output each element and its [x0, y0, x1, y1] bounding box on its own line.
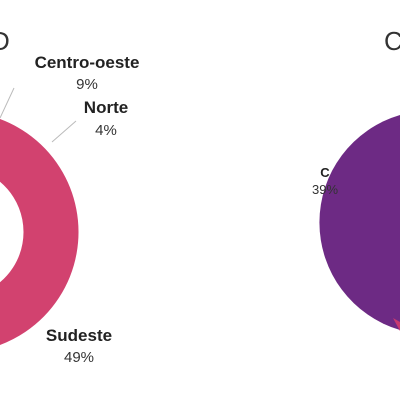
pie-slice-edge	[393, 318, 400, 331]
slice-label-sudeste: Sudeste	[46, 326, 112, 345]
leader-line-norte	[51, 120, 77, 143]
donut-slice-sudeste	[0, 118, 80, 346]
donut-chart: D Centro-oeste 9% Norte 4% Sudeste 49%	[0, 26, 139, 366]
pie-slice-c	[319, 115, 400, 330]
leader-line-centro-oeste	[0, 87, 15, 119]
pie-chart: C C 39%	[312, 26, 400, 331]
slice-label-centro-oeste: Centro-oeste	[35, 53, 140, 72]
pie-chart-title: C	[384, 26, 400, 56]
slice-pct-norte: 4%	[95, 122, 117, 139]
slice-label-c: C	[320, 165, 330, 180]
slice-pct-centro-oeste: 9%	[76, 76, 98, 93]
donut-chart-title: D	[0, 26, 10, 56]
slice-pct-sudeste: 49%	[64, 349, 94, 366]
slice-label-norte: Norte	[84, 98, 128, 117]
slice-pct-c: 39%	[312, 182, 338, 197]
